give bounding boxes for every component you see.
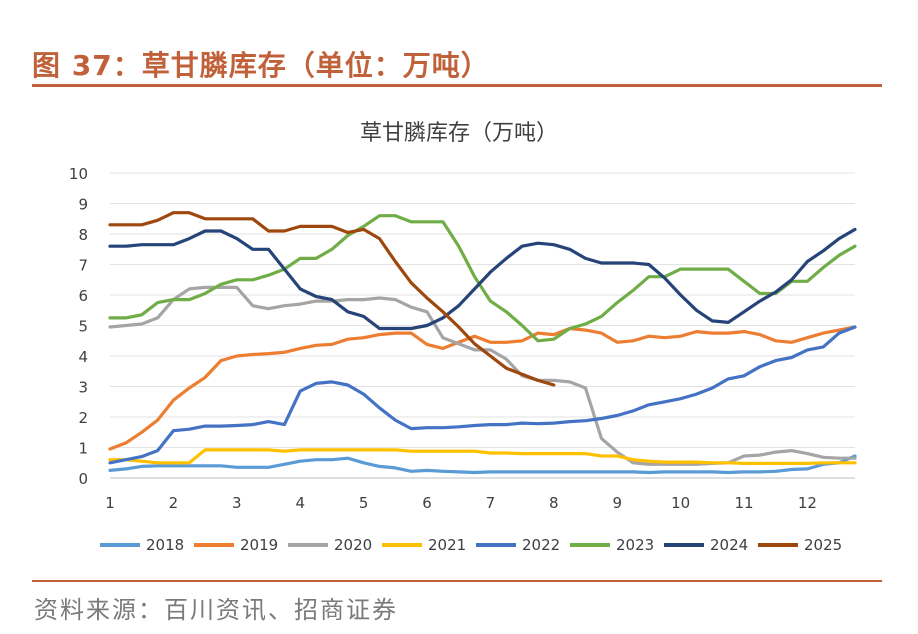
legend-label-2025: 2025 [804, 536, 842, 554]
y-tick-label: 8 [78, 226, 88, 244]
y-tick-label: 3 [78, 379, 88, 397]
legend-label-2024: 2024 [710, 536, 748, 554]
x-tick-label: 8 [549, 494, 559, 512]
gridlines [110, 172, 855, 479]
title-rule [32, 84, 882, 87]
x-tick-label: 11 [734, 494, 753, 512]
y-tick-label: 6 [78, 287, 88, 305]
y-tick-label: 4 [78, 348, 88, 366]
y-tick-label: 1 [78, 440, 88, 458]
y-tick-label: 10 [69, 165, 88, 183]
x-tick-label: 5 [359, 494, 369, 512]
source-rule [32, 580, 882, 582]
x-tick-label: 3 [232, 494, 242, 512]
x-axis-ticks: 1 2 3 4 5 6 7 8 9 10 11 12 [105, 494, 817, 512]
figure-title: 图 37：草甘膦库存（单位：万吨） [32, 49, 490, 82]
series-line-2018 [108, 454, 857, 475]
y-tick-label: 7 [78, 257, 88, 275]
x-tick-label: 1 [105, 494, 115, 512]
series-line-2019 [108, 325, 857, 451]
series-lines [108, 211, 857, 475]
y-tick-label: 9 [78, 196, 88, 214]
legend-label-2023: 2023 [616, 536, 654, 554]
x-tick-label: 4 [295, 494, 305, 512]
legend-label-2020: 2020 [334, 536, 372, 554]
series-line-2022 [108, 325, 857, 465]
legend-label-2021: 2021 [428, 536, 466, 554]
series-line-2024 [108, 227, 857, 331]
legend-label-2018: 2018 [146, 536, 184, 554]
x-tick-label: 10 [671, 494, 690, 512]
y-tick-label: 5 [78, 318, 88, 336]
series-line-2025 [108, 211, 556, 387]
legend: 2018 2019 2020 2021 2022 2023 2024 2025 [100, 536, 842, 554]
x-tick-label: 12 [798, 494, 817, 512]
y-tick-label: 2 [78, 409, 88, 427]
x-tick-label: 2 [169, 494, 179, 512]
x-tick-label: 9 [612, 494, 622, 512]
series-line-2023 [108, 214, 857, 343]
x-tick-label: 6 [422, 494, 432, 512]
x-tick-label: 7 [486, 494, 496, 512]
y-tick-label: 0 [78, 470, 88, 488]
source-note: 资料来源：百川资讯、招商证券 [34, 596, 398, 624]
legend-label-2019: 2019 [240, 536, 278, 554]
legend-label-2022: 2022 [522, 536, 560, 554]
y-axis-ticks: 0 1 2 3 4 5 6 7 8 9 10 [69, 165, 88, 488]
series-line-2021 [108, 448, 857, 465]
chart-title: 草甘膦库存（万吨） [360, 121, 558, 146]
